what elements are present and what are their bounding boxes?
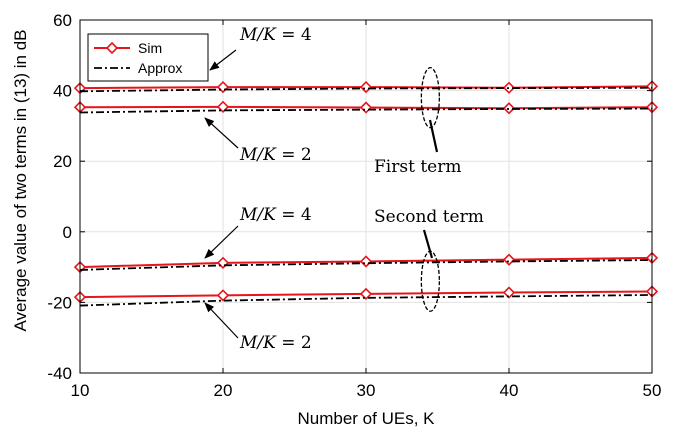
series-solid-diamond [73,285,659,304]
x-tick-label: 40 [500,381,519,400]
annotation-label: First term [374,157,461,177]
annotation-pointer [422,229,434,259]
x-tick-label: 20 [214,381,233,400]
annotation-arrow [204,117,239,149]
data-point [502,286,516,299]
data-point [502,253,516,266]
legend-label-sim: Sim [138,40,162,56]
tick-layer: 10 20 30 40 50 -40 -20 0 20 40 60 [47,11,661,400]
series-dashdot [79,86,653,93]
legend-box [87,33,209,82]
y-tick-label: -40 [47,364,72,383]
x-tick-label: 50 [643,381,662,400]
data-point [502,81,516,94]
legend: Sim Approx [87,33,209,82]
annotation-layer: M/K = 4 M/K = 2 M/K = 4 M/K = 2 First term Se… [204,25,484,353]
y-tick-label: -20 [47,293,72,312]
data-point [359,287,373,301]
data-point [216,256,230,269]
annotation-arrow [204,225,239,259]
data-point [105,41,119,55]
annotation-label: Second term [374,207,484,227]
data-point [502,102,516,115]
data-point [216,289,230,302]
series-line-approx [79,259,653,271]
series-line-approx [79,294,653,307]
series-line-approx [79,107,653,114]
x-tick-label: 10 [71,381,90,400]
y-tick-label: 20 [53,152,72,171]
series-solid-diamond [73,80,659,95]
y-axis-label: Average value of two terms in (13) in dB [11,29,30,331]
series-line-approx [79,86,653,93]
x-axis-label: Number of UEs, K [298,409,436,428]
annotation-pointer [428,119,439,153]
data-point [359,255,373,268]
annotation-label: M/K = 2 [239,145,312,165]
series-dashdot [79,107,653,114]
annotation-label: M/K = 2 [239,333,312,353]
data-point [359,80,373,94]
y-tick-label: 60 [53,11,72,30]
series-dashdot [79,294,653,307]
data-point [216,100,230,113]
annotation-label: M/K = 4 [239,205,312,225]
series-dashdot [79,259,653,271]
x-tick-label: 30 [357,381,376,400]
annotation-arrow [204,302,239,339]
annotation-label: M/K = 4 [239,25,312,45]
y-tick-label: 40 [53,82,72,101]
y-tick-label: 0 [63,223,72,242]
annotation-arrow [209,49,237,71]
legend-label-approx: Approx [138,60,182,76]
annotation-ellipse [420,67,441,129]
data-point [359,101,373,114]
